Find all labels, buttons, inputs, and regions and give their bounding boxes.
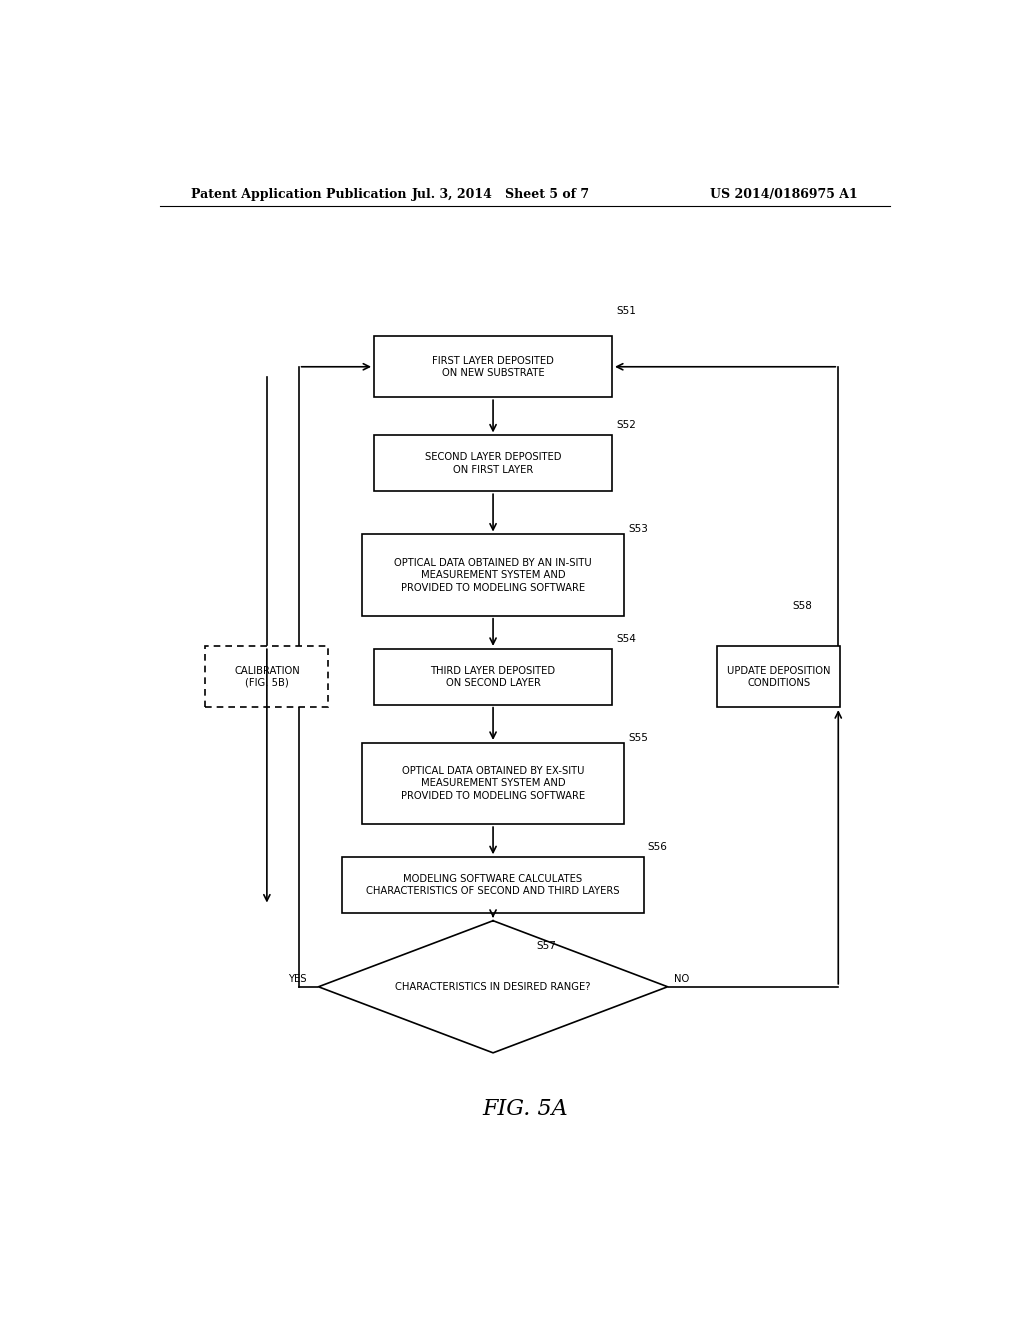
Text: FIG. 5A: FIG. 5A — [482, 1098, 567, 1119]
Polygon shape — [318, 921, 668, 1053]
Text: S57: S57 — [537, 941, 557, 950]
Text: OPTICAL DATA OBTAINED BY EX-SITU
MEASUREMENT SYSTEM AND
PROVIDED TO MODELING SOF: OPTICAL DATA OBTAINED BY EX-SITU MEASURE… — [401, 766, 585, 801]
Text: SECOND LAYER DEPOSITED
ON FIRST LAYER: SECOND LAYER DEPOSITED ON FIRST LAYER — [425, 453, 561, 474]
Text: NO: NO — [674, 974, 689, 983]
Text: Patent Application Publication: Patent Application Publication — [191, 189, 407, 202]
Text: S55: S55 — [628, 733, 648, 743]
Text: OPTICAL DATA OBTAINED BY AN IN-SITU
MEASUREMENT SYSTEM AND
PROVIDED TO MODELING : OPTICAL DATA OBTAINED BY AN IN-SITU MEAS… — [394, 558, 592, 593]
Text: FIRST LAYER DEPOSITED
ON NEW SUBSTRATE: FIRST LAYER DEPOSITED ON NEW SUBSTRATE — [432, 355, 554, 378]
Bar — [362, 535, 624, 616]
Text: MODELING SOFTWARE CALCULATES
CHARACTERISTICS OF SECOND AND THIRD LAYERS: MODELING SOFTWARE CALCULATES CHARACTERIS… — [367, 874, 620, 896]
Bar — [374, 337, 612, 397]
Text: THIRD LAYER DEPOSITED
ON SECOND LAYER: THIRD LAYER DEPOSITED ON SECOND LAYER — [430, 665, 556, 688]
Text: S52: S52 — [616, 420, 636, 430]
Text: S54: S54 — [616, 634, 636, 644]
Text: S51: S51 — [616, 306, 636, 315]
Text: Jul. 3, 2014   Sheet 5 of 7: Jul. 3, 2014 Sheet 5 of 7 — [412, 189, 590, 202]
Text: CALIBRATION
(FIG. 5B): CALIBRATION (FIG. 5B) — [234, 665, 300, 688]
Text: CHARACTERISTICS IN DESIRED RANGE?: CHARACTERISTICS IN DESIRED RANGE? — [395, 982, 591, 991]
Bar — [342, 857, 644, 913]
Bar — [362, 743, 624, 824]
Bar — [374, 649, 612, 705]
Bar — [206, 647, 329, 708]
Text: S53: S53 — [628, 524, 648, 535]
Text: UPDATE DEPOSITION
CONDITIONS: UPDATE DEPOSITION CONDITIONS — [727, 665, 830, 688]
Text: US 2014/0186975 A1: US 2014/0186975 A1 — [711, 189, 858, 202]
Bar — [717, 647, 841, 708]
Text: S58: S58 — [793, 601, 812, 611]
Text: S56: S56 — [648, 842, 668, 851]
Text: YES: YES — [288, 974, 306, 983]
Bar — [374, 436, 612, 491]
